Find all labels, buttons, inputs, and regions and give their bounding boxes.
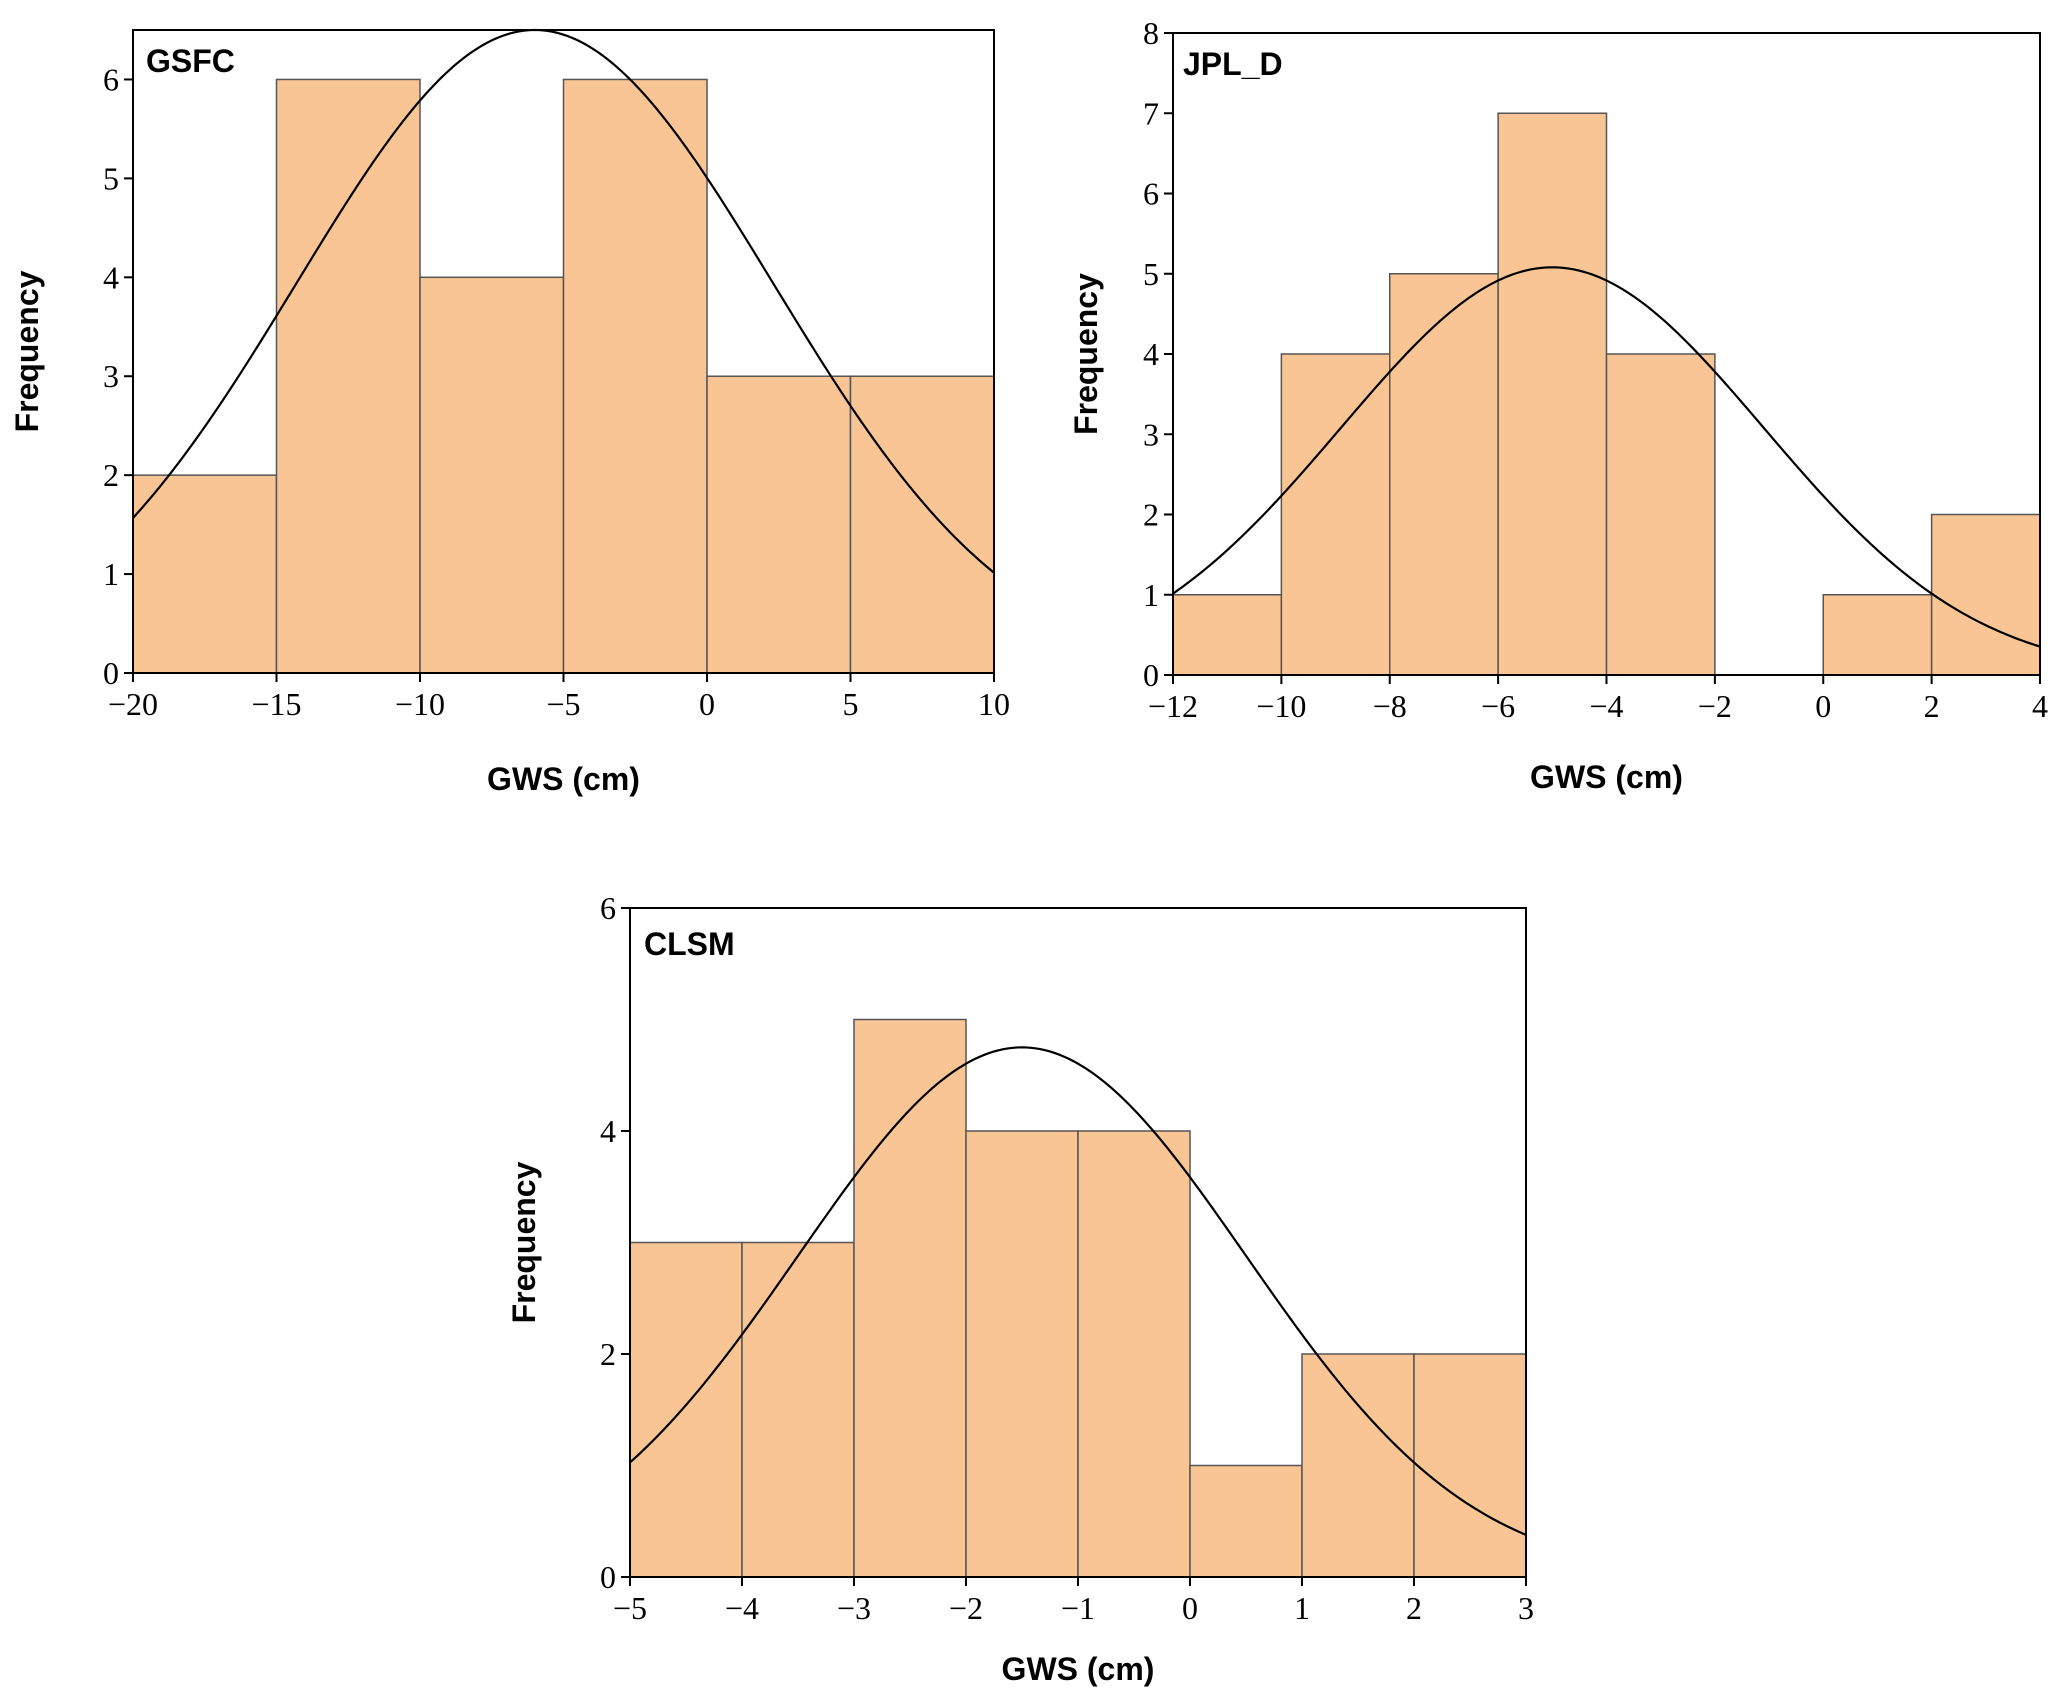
- panel-clsm: −5 −4 −3 −2 −1 0 1 2 3 0 2 4 6 CLSM GWS (cm) Frequen…: [506, 890, 1534, 1687]
- gsfc-y-tick-label: 6: [103, 61, 119, 97]
- gsfc-normal-curve: [132, 28, 995, 574]
- clsm-bar: [965, 1130, 1079, 1578]
- jpl-d-y-tick-label: 6: [1143, 176, 1159, 212]
- clsm-x-tick-label: 1: [1294, 1590, 1310, 1626]
- gsfc-panel-title: GSFC: [146, 43, 235, 79]
- clsm-y-tick-label: 0: [600, 1559, 616, 1595]
- clsm-bars: [629, 1018, 1527, 1578]
- jpl-d-bar: [1389, 273, 1499, 676]
- jpl-d-x-tick-label: −4: [1589, 688, 1623, 724]
- gsfc-y-tick-label: 2: [103, 457, 119, 493]
- jpl-d-y-tick-label: 5: [1143, 256, 1159, 292]
- jpl-d-y-tick-label: 0: [1143, 657, 1159, 693]
- clsm-bar: [741, 1241, 855, 1578]
- clsm-y-axis-title: Frequency: [506, 1161, 542, 1323]
- gsfc-x-tick-label: −20: [108, 686, 158, 722]
- panel-jpl-d: −12 −10 −8 −6 −4 −2 0 2 4 0 1 2 3 4 5 6 7 8 JPL_D GWS (cm…: [1068, 15, 2048, 795]
- gsfc-y-tick-label: 4: [103, 259, 119, 295]
- clsm-x-tick-label: −5: [613, 1590, 647, 1626]
- jpl-d-y-tick-label: 7: [1143, 95, 1159, 131]
- gsfc-y-tick-label: 5: [103, 160, 119, 196]
- clsm-x-tick-label: 0: [1182, 1590, 1198, 1626]
- clsm-bar: [1301, 1353, 1415, 1578]
- clsm-x-tick-label: 3: [1518, 1590, 1534, 1626]
- jpl-d-ticks: −12 −10 −8 −6 −4 −2 0 2 4 0 1 2 3 4 5 6 7 8: [1143, 15, 2048, 724]
- gsfc-x-tick-label: 5: [843, 686, 859, 722]
- gsfc-x-tick-label: −10: [395, 686, 445, 722]
- clsm-y-tick-label: 6: [600, 890, 616, 926]
- gsfc-y-tick-label: 0: [103, 655, 119, 691]
- gsfc-x-tick-label: 10: [978, 686, 1010, 722]
- clsm-x-tick-label: −2: [949, 1590, 983, 1626]
- gsfc-y-tick-label: 1: [103, 556, 119, 592]
- clsm-x-axis-title: GWS (cm): [1002, 1651, 1155, 1687]
- clsm-ticks: −5 −4 −3 −2 −1 0 1 2 3 0 2 4 6: [600, 890, 1534, 1626]
- jpl-d-bar: [1605, 353, 1716, 676]
- jpl-d-bar: [1497, 112, 1608, 676]
- jpl-d-bar: [1930, 513, 2041, 676]
- clsm-y-tick-label: 4: [600, 1113, 616, 1149]
- clsm-y-tick-label: 2: [600, 1336, 616, 1372]
- jpl-d-x-tick-label: 4: [2032, 688, 2048, 724]
- gsfc-bar: [275, 78, 421, 674]
- clsm-bar: [1077, 1130, 1191, 1578]
- jpl-d-y-tick-label: 4: [1143, 336, 1159, 372]
- jpl-d-y-axis-title: Frequency: [1068, 273, 1104, 435]
- jpl-d-y-tick-label: 1: [1143, 577, 1159, 613]
- jpl-d-x-tick-label: −10: [1256, 688, 1306, 724]
- gsfc-y-tick-label: 3: [103, 358, 119, 394]
- clsm-x-tick-label: −3: [837, 1590, 871, 1626]
- jpl-d-y-tick-label: 2: [1143, 497, 1159, 533]
- gsfc-bar: [419, 276, 565, 674]
- clsm-panel-title: CLSM: [644, 926, 735, 962]
- jpl-d-bars: [1172, 112, 2041, 676]
- jpl-d-x-tick-label: −8: [1373, 688, 1407, 724]
- jpl-d-bar: [1280, 353, 1391, 676]
- jpl-d-y-tick-label: 3: [1143, 416, 1159, 452]
- jpl-d-x-tick-label: 2: [1924, 688, 1940, 724]
- gsfc-x-axis-title: GWS (cm): [487, 761, 640, 797]
- jpl-d-bar: [1172, 594, 1283, 676]
- jpl-d-x-tick-label: −12: [1148, 688, 1198, 724]
- gsfc-bars: [132, 78, 995, 674]
- jpl-d-normal-curve: [1172, 266, 2041, 648]
- gsfc-x-tick-label: 0: [699, 686, 715, 722]
- clsm-normal-curve: [629, 1046, 1527, 1536]
- gsfc-bar: [132, 474, 278, 674]
- jpl-d-bar: [1822, 594, 1933, 676]
- gsfc-bar: [562, 78, 708, 674]
- gsfc-bar: [706, 375, 852, 674]
- clsm-bar: [853, 1018, 967, 1578]
- panel-gsfc: −20 −15 −10 −5 0 5 10 0 1 2 3 4 5 6 GSFC GWS (cm) Fre…: [9, 28, 1010, 797]
- jpl-d-panel-title: JPL_D: [1183, 46, 1283, 82]
- clsm-bar: [1413, 1353, 1527, 1578]
- clsm-x-tick-label: −4: [725, 1590, 759, 1626]
- jpl-d-x-tick-label: −6: [1481, 688, 1515, 724]
- gsfc-bar: [849, 375, 995, 674]
- jpl-d-x-tick-label: 0: [1815, 688, 1831, 724]
- jpl-d-x-tick-label: −2: [1698, 688, 1732, 724]
- jpl-d-y-tick-label: 8: [1143, 15, 1159, 51]
- gsfc-y-axis-title: Frequency: [9, 270, 45, 432]
- gsfc-x-tick-label: −5: [546, 686, 580, 722]
- clsm-bar: [629, 1241, 743, 1578]
- clsm-bar: [1189, 1464, 1303, 1578]
- clsm-x-tick-label: −1: [1061, 1590, 1095, 1626]
- clsm-x-tick-label: 2: [1406, 1590, 1422, 1626]
- gsfc-ticks: −20 −15 −10 −5 0 5 10 0 1 2 3 4 5 6: [103, 61, 1010, 722]
- jpl-d-x-axis-title: GWS (cm): [1530, 759, 1683, 795]
- gsfc-x-tick-label: −15: [251, 686, 301, 722]
